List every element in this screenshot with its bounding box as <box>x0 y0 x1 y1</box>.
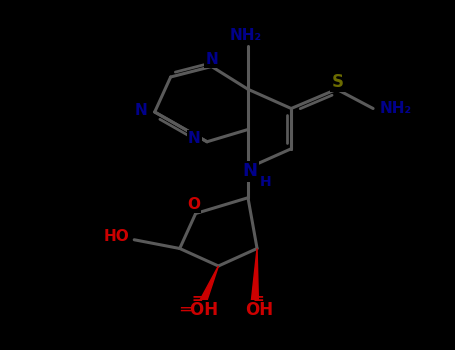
Text: =: = <box>253 292 264 306</box>
Text: N: N <box>243 162 258 181</box>
Polygon shape <box>251 248 258 303</box>
Text: HO: HO <box>103 229 129 244</box>
Text: O: O <box>187 197 200 212</box>
Text: S: S <box>332 73 344 91</box>
Polygon shape <box>199 266 218 304</box>
Text: NH₂: NH₂ <box>380 101 412 116</box>
Text: N: N <box>188 132 201 146</box>
Text: H: H <box>259 175 271 189</box>
Text: NH₂: NH₂ <box>230 28 262 42</box>
Text: ═OH: ═OH <box>180 301 218 319</box>
Text: N: N <box>135 103 147 118</box>
Text: N: N <box>205 52 218 67</box>
Text: =: = <box>191 292 203 306</box>
Text: OH: OH <box>245 301 273 319</box>
